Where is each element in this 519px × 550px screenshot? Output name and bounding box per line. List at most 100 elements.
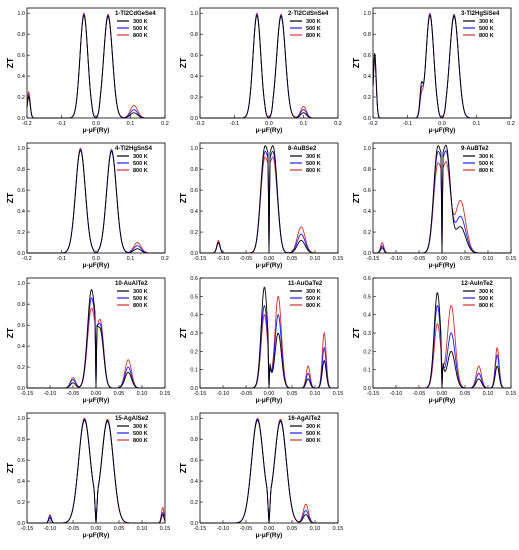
series-line-300k <box>200 286 338 389</box>
legend-label: 300 K <box>479 154 494 160</box>
y-tick-label: 0.6 <box>17 188 25 194</box>
x-tick-label: 0.05 <box>460 256 471 262</box>
x-tick-label: 0.10 <box>483 256 494 262</box>
x-axis-label: μ-μF(Ry) <box>83 532 110 539</box>
y-tick-label: 0.0 <box>190 116 198 122</box>
y-tick-label: 0.4 <box>17 479 25 485</box>
x-tick-label: 0.05 <box>114 391 125 397</box>
y-tick-label: 0.8 <box>363 32 371 38</box>
y-axis-label: ZT <box>178 462 188 473</box>
x-tick-label: 0.10 <box>137 526 148 532</box>
panel-title: 10-AuAlTe2 <box>115 281 148 287</box>
panel-title: 15-AgAlSe2 <box>115 416 149 422</box>
x-tick-label: 0.15 <box>333 256 344 262</box>
legend-label: 500 K <box>133 161 148 167</box>
x-tick-label: -0.10 <box>217 526 230 532</box>
x-tick-label: -0.05 <box>240 391 253 397</box>
y-tick-label: 0.4 <box>17 74 25 80</box>
legend-label: 500 K <box>306 296 321 302</box>
legend-label: 300 K <box>133 19 148 25</box>
y-tick-label: 0.4 <box>363 74 371 80</box>
x-tick-label: -0.10 <box>44 526 57 532</box>
x-tick-label: 0.00 <box>91 391 102 397</box>
panel-11: 0.0 0.2 0.4 0.6 0.8 1.0 -0.15 -0.10 -0.05 0.00 0.0… <box>178 412 343 539</box>
panel-title: 9-AuBTe2 <box>461 146 489 152</box>
x-tick-label: 0.10 <box>137 391 148 397</box>
x-tick-label: -0.15 <box>194 526 207 532</box>
panel-5: 0.0 0.2 0.4 0.6 0.8 1.0 -0.15 -0.10 -0.05 0.00 0.0… <box>178 142 344 269</box>
x-tick-label: -0.10 <box>390 391 403 397</box>
x-tick-label: -0.1 <box>230 121 239 127</box>
x-tick-label: 0.0 <box>438 121 446 127</box>
y-axis-label: ZT <box>5 327 15 338</box>
x-axis-label: μ-μF(Ry) <box>256 532 283 539</box>
y-axis-label: ZT <box>5 57 15 68</box>
panel-title: 1-Tl2CdGeSe4 <box>115 11 156 17</box>
y-tick-label: 0.6 <box>190 188 198 194</box>
y-tick-label: 0.3 <box>190 331 198 337</box>
legend-label: 500 K <box>479 161 494 167</box>
x-tick-label: 0.15 <box>160 391 171 397</box>
y-tick-label: 0.6 <box>363 53 371 59</box>
y-tick-label: 0.0 <box>190 521 198 527</box>
y-tick-label: 0.6 <box>17 53 25 59</box>
legend-label: 300 K <box>479 289 494 295</box>
panel-title: 16-AgAlTe2 <box>288 416 321 422</box>
y-tick-label: 0.2 <box>17 95 25 101</box>
y-tick-label: 0.2 <box>190 230 198 236</box>
x-tick-label: 0.05 <box>460 391 471 397</box>
x-tick-label: 0.05 <box>287 256 298 262</box>
x-tick-label: -0.15 <box>194 391 207 397</box>
legend-label: 500 K <box>306 26 321 32</box>
x-tick-label: 0.10 <box>310 256 321 262</box>
y-tick-label: 0.1 <box>363 368 371 374</box>
y-tick-label: 0.0 <box>17 251 25 257</box>
panel-title: 12-AuInTe2 <box>461 281 494 287</box>
x-tick-label: 0.0 <box>92 121 100 127</box>
panel-title: 4-Tl2HgSnS4 <box>115 146 153 152</box>
x-tick-label: -0.10 <box>44 391 57 397</box>
x-tick-label: 0.00 <box>91 526 102 532</box>
y-tick-label: 0.2 <box>190 500 198 506</box>
y-tick-label: 0.2 <box>17 500 25 506</box>
legend-label: 500 K <box>133 431 148 437</box>
x-tick-label: 0.10 <box>483 391 494 397</box>
y-tick-label: 1.0 <box>190 416 198 422</box>
y-tick-label: 0.2 <box>363 230 371 236</box>
legend-label: 800 K <box>306 438 321 444</box>
y-tick-label: 1.0 <box>190 146 198 152</box>
y-tick-label: 0.0 <box>363 116 371 122</box>
legend-label: 800 K <box>306 33 321 39</box>
x-axis-label: μ-μF(Ry) <box>256 397 283 404</box>
y-tick-label: 0.0 <box>363 386 371 392</box>
legend-label: 500 K <box>306 161 321 167</box>
legend-label: 800 K <box>479 33 494 39</box>
x-tick-label: -0.05 <box>67 526 80 532</box>
legend-label: 500 K <box>479 26 494 32</box>
series-line-300k <box>27 149 165 254</box>
y-tick-label: 1.0 <box>190 11 198 17</box>
y-tick-label: 0.4 <box>190 313 198 319</box>
panel-4: 0.0 0.2 0.4 0.6 0.8 1.0 -0.2 -0.1 0.0 0.1 0.2 ZT μ-μ… <box>5 142 169 269</box>
x-axis-label: μ-μF(Ry) <box>429 262 456 269</box>
y-tick-label: 0.8 <box>17 302 25 308</box>
legend-label: 800 K <box>479 168 494 174</box>
y-tick-label: 0.2 <box>363 349 371 355</box>
y-tick-label: 1.0 <box>17 146 25 152</box>
series-line-300k <box>373 291 511 389</box>
x-tick-label: 0.05 <box>114 526 125 532</box>
panel-7: 0.0 0.2 0.4 0.6 0.8 1.0 -0.15 -0.10 -0.05 0.00 0.0… <box>5 277 171 404</box>
panel-10: 0.0 0.2 0.4 0.6 0.8 1.0 -0.15 -0.10 -0.05 0.00 0.0… <box>5 412 170 539</box>
legend-label: 800 K <box>133 33 148 39</box>
x-tick-label: -0.05 <box>413 391 426 397</box>
x-tick-label: -0.10 <box>217 391 230 397</box>
x-tick-label: -0.15 <box>194 256 207 262</box>
x-tick-label: -0.15 <box>21 526 34 532</box>
x-tick-label: -0.10 <box>217 256 230 262</box>
series-line-300k <box>373 144 511 254</box>
x-axis-label: μ-μF(Ry) <box>83 127 110 134</box>
y-tick-label: 0.4 <box>17 344 25 350</box>
y-tick-label: 1.0 <box>17 416 25 422</box>
x-axis-label: μ-μF(Ry) <box>429 397 456 404</box>
y-tick-label: 0.4 <box>190 479 198 485</box>
